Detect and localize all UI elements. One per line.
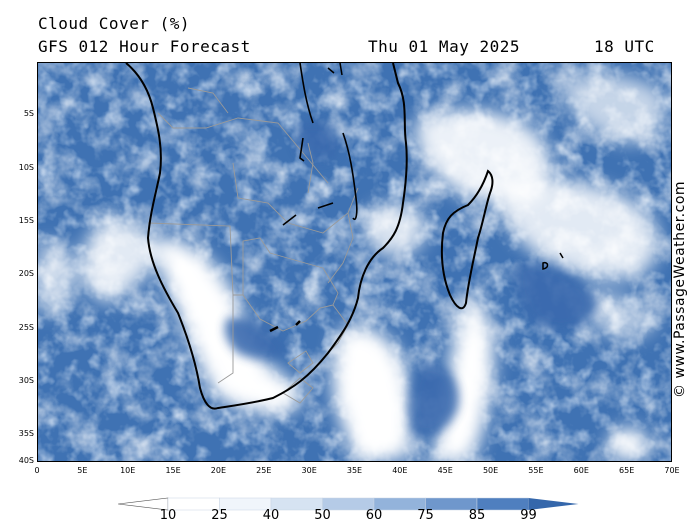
forecast-subtitle: GFS 012 Hour Forecast [38, 37, 251, 56]
colorbar-label: 50 [314, 508, 331, 523]
lon-tick-label: 10E [120, 466, 136, 475]
dense-cloud-regions [224, 119, 598, 437]
lon-tick-label: 40E [392, 466, 408, 475]
cloud-cover-map[interactable] [37, 62, 672, 462]
colorbar-label: 40 [262, 508, 280, 523]
lat-tick-label: 30S [18, 376, 34, 385]
passageweather-credit: © www.PassageWeather.com [672, 180, 688, 398]
lon-tick-label: 65E [619, 466, 635, 475]
forecast-date: Thu 01 May 2025 [368, 37, 520, 56]
colorbar-label: 60 [365, 508, 383, 523]
lon-tick-label: 0 [34, 466, 40, 475]
chart-title: Cloud Cover (%) [38, 14, 190, 33]
lat-tick-label: 10S [18, 162, 34, 172]
colorbar-high-arrow [528, 498, 579, 510]
lat-tick-label: 15S [18, 216, 34, 225]
colorbar [118, 497, 579, 511]
clear-sky-regions [38, 74, 667, 461]
map-canvas [38, 63, 671, 461]
forecast-time: 18 UTC [594, 37, 655, 56]
lat-tick-label: 20S [18, 269, 34, 279]
lon-tick-label: 55E [528, 466, 544, 475]
coastlines [125, 63, 564, 410]
lon-tick-label: 35E [346, 466, 363, 475]
lon-tick-label: 15E [165, 466, 181, 475]
lon-tick-label: 30E [301, 466, 317, 475]
colorbar-label: 99 [520, 508, 537, 523]
lon-tick-label: 50E [482, 466, 499, 475]
colorbar-label: 85 [468, 508, 486, 523]
country-borders [147, 87, 359, 404]
lat-tick-label: 35S [18, 429, 34, 439]
lon-tick-label: 70E [664, 466, 680, 475]
colorbar-label: 25 [211, 508, 228, 523]
lon-tick-label: 60E [573, 466, 589, 475]
lon-tick-label: 45E [437, 466, 453, 475]
colorbar-label: 10 [159, 508, 177, 523]
lon-tick-label: 25E [256, 466, 272, 475]
colorbar-label: 75 [417, 508, 434, 523]
lon-tick-label: 20E [210, 466, 227, 475]
lon-tick-label: 5E [77, 466, 88, 475]
lat-tick-label: 40S [18, 456, 34, 465]
lat-tick-label: 5S [23, 109, 34, 119]
lat-tick-label: 25S [18, 322, 34, 332]
